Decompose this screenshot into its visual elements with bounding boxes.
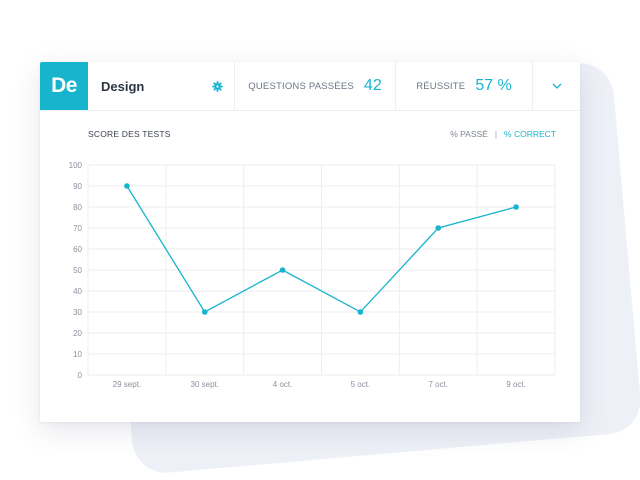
success-label: RÉUSSITE	[416, 80, 466, 92]
toggle-separator: |	[494, 129, 498, 139]
y-tick-label: 70	[73, 224, 82, 233]
y-tick-label: 90	[73, 182, 82, 191]
data-point	[435, 225, 442, 231]
questions-stat: QUESTIONS PASSÉES 42	[235, 62, 396, 110]
score-card: De Design QUESTIONS PASSÉES 42	[40, 62, 580, 422]
series-line	[126, 185, 517, 313]
y-tick-label: 0	[78, 371, 83, 380]
x-tick-label: 7 oct.	[428, 380, 448, 389]
gear-icon[interactable]	[212, 80, 223, 92]
y-tick-label: 30	[73, 308, 82, 317]
data-point	[513, 204, 519, 210]
x-tick-label: 29 sept.	[113, 380, 141, 389]
score-line-chart: 0 10 20 30 40 50 60 70 80 90 100 29 sept. 30 sept. 4 …	[69, 161, 556, 389]
data-point	[124, 183, 130, 189]
data-point	[201, 309, 208, 315]
data-point	[357, 309, 364, 315]
course-title: Design	[101, 78, 145, 94]
x-tick-label: 9 oct.	[506, 380, 526, 389]
chart-mode-toggle: % PASSÉ | % CORRECT	[450, 129, 556, 139]
dropdown-toggle[interactable]	[533, 62, 580, 110]
course-badge: De	[40, 62, 88, 110]
success-stat: RÉUSSITE 57 %	[396, 62, 533, 110]
x-tick-label: 5 oct.	[351, 380, 371, 389]
course-title-cell: Design	[88, 62, 235, 110]
chevron-down-icon	[552, 83, 561, 89]
toggle-percent-passed[interactable]: % PASSÉ	[450, 129, 488, 139]
success-value: 57 %	[475, 77, 512, 94]
y-tick-label: 100	[69, 161, 83, 170]
data-point	[279, 267, 286, 273]
x-tick-label: 4 oct.	[273, 380, 293, 389]
questions-label: QUESTIONS PASSÉES	[248, 80, 354, 92]
y-tick-label: 50	[73, 266, 82, 275]
y-tick-label: 80	[73, 203, 82, 212]
x-tick-label: 30 sept.	[191, 380, 219, 389]
questions-value: 42	[363, 77, 382, 94]
y-tick-label: 10	[73, 350, 82, 359]
chart-title: SCORE DES TESTS	[88, 129, 171, 139]
y-tick-label: 60	[73, 245, 82, 254]
y-tick-label: 20	[73, 329, 82, 338]
y-tick-label: 40	[73, 287, 82, 296]
card-header: De Design QUESTIONS PASSÉES 42	[40, 62, 580, 111]
toggle-percent-correct[interactable]: % CORRECT	[504, 129, 556, 139]
